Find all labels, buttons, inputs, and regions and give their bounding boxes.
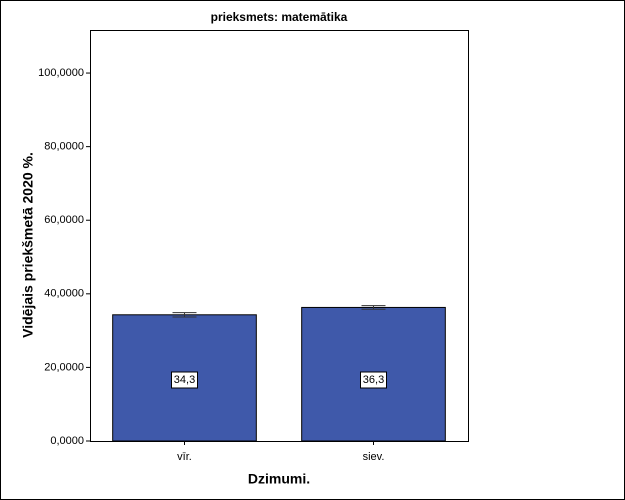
value-label: 36,3: [363, 374, 384, 386]
y-tick-label: 80,0000: [44, 141, 84, 153]
chart-title: prieksmets: matemātika: [211, 10, 348, 24]
value-label: 34,3: [174, 374, 195, 386]
x-tick-label: siev.: [363, 451, 385, 463]
y-tick-label: 20,0000: [44, 361, 84, 373]
y-axis-label: Vidējais priekšmetā 2020 %.: [20, 152, 36, 338]
y-tick-label: 100,0000: [38, 67, 84, 79]
y-tick-label: 60,0000: [44, 214, 84, 226]
error-bar: [172, 312, 197, 318]
value-label-box: [360, 371, 387, 389]
error-bar: [361, 305, 386, 310]
y-tick-label: 0,0000: [50, 435, 84, 447]
value-label-box: [171, 371, 198, 389]
x-axis-label: Dzimumi.: [248, 471, 310, 487]
x-tick-label: vīr.: [177, 451, 192, 463]
y-tick-label: 40,0000: [44, 288, 84, 300]
